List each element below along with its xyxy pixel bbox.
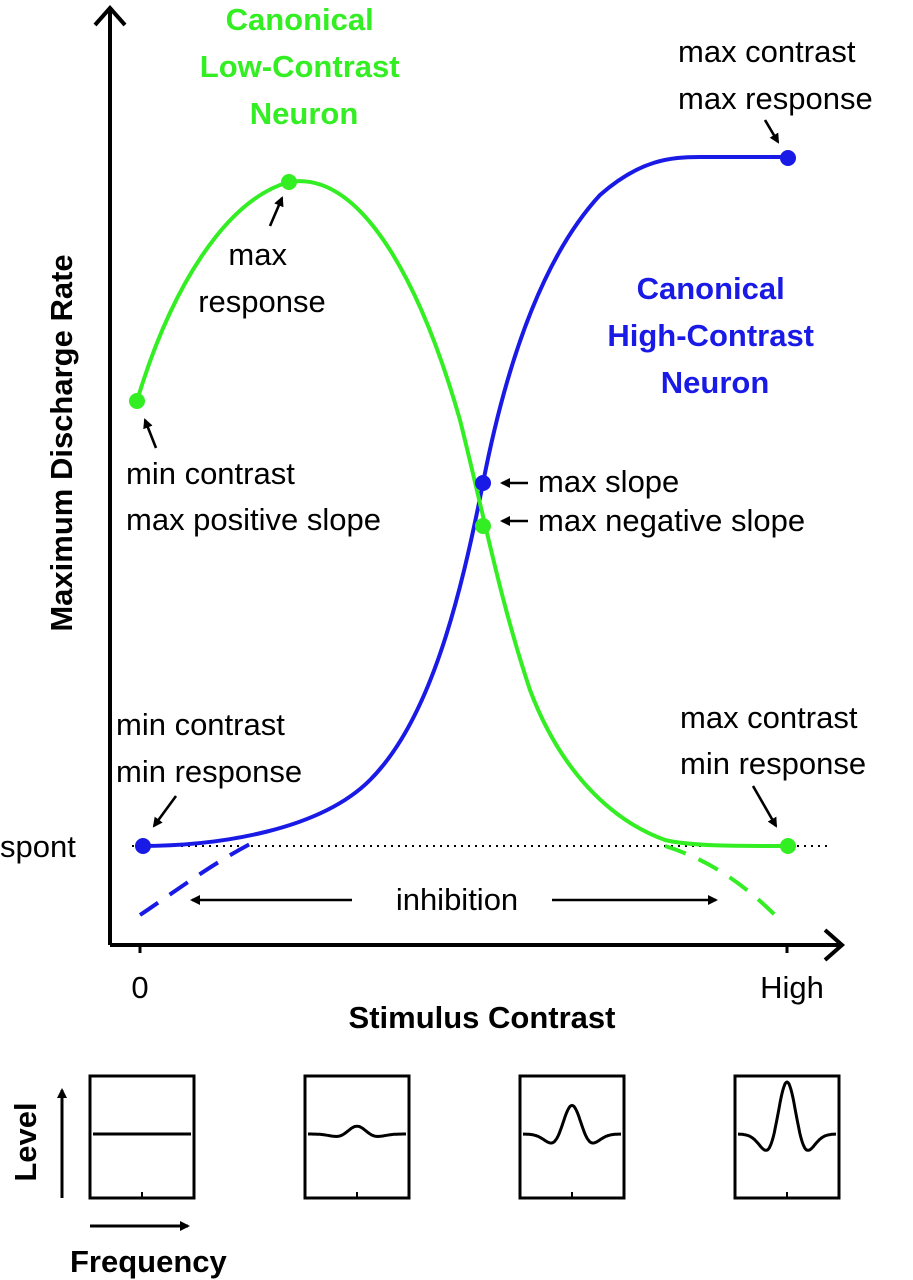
high-contrast-max-contrast-point <box>780 150 796 166</box>
annotation-inhibition: inhibition <box>396 882 518 917</box>
spectra-boxes <box>88 1074 841 1200</box>
annotation-max-contrast-min-response: max contrast min response <box>680 700 866 781</box>
low-contrast-max-negative-slope-point <box>475 518 491 534</box>
arrow-max-contrast-min-response <box>751 785 778 828</box>
spectrum-box <box>303 1074 411 1200</box>
x-axis-arrowhead <box>823 928 846 962</box>
x-axis-label: Stimulus Contrast <box>349 1000 616 1035</box>
arrow-min-contrast-max-positive-slope <box>143 418 158 449</box>
spectrum-box <box>88 1074 196 1200</box>
spectrum-curve <box>523 1103 621 1145</box>
spont-label: spont <box>0 829 76 864</box>
x-tick-label-zero: 0 <box>131 970 148 1005</box>
annotation-min-contrast-max-positive-slope: min contrast max positive slope <box>126 456 381 537</box>
low-contrast-curve-dashed <box>664 844 780 920</box>
y-axis-label: Maximum Discharge Rate <box>44 254 79 631</box>
spectra-y-label: Level <box>8 1102 43 1181</box>
low-contrast-max-contrast-point <box>780 838 796 854</box>
arrow-min-contrast-min-response <box>152 795 178 828</box>
annotation-max-negative-slope: max negative slope <box>538 503 805 538</box>
high-contrast-neuron-title: Canonical High-Contrast Neuron <box>607 271 822 400</box>
high-contrast-curve-dashed <box>138 842 251 917</box>
low-contrast-neuron-title: Canonical Low-Contrast Neuron <box>200 2 408 131</box>
spectra-x-label: Frequency <box>70 1244 228 1279</box>
spectrum-curve <box>308 1124 406 1139</box>
annotation-max-slope: max slope <box>538 464 679 499</box>
arrow-max-contrast-max-response <box>763 119 780 144</box>
annotation-max-contrast-max-response: max contrast max response <box>678 34 873 116</box>
annotation-max-response: max response <box>198 237 326 319</box>
low-contrast-max-response-point <box>281 174 297 190</box>
high-contrast-max-slope-point <box>475 475 491 491</box>
high-contrast-min-contrast-point <box>135 838 151 854</box>
low-contrast-curve <box>135 179 789 848</box>
low-contrast-min-contrast-point <box>129 393 145 409</box>
arrow-max-response <box>268 196 284 227</box>
high-contrast-curve <box>139 155 788 848</box>
y-axis-arrowhead <box>93 4 127 27</box>
x-tick-label-high: High <box>760 970 824 1005</box>
annotation-min-contrast-min-response: min contrast min response <box>116 707 302 789</box>
spectrum-curve <box>738 1080 836 1152</box>
